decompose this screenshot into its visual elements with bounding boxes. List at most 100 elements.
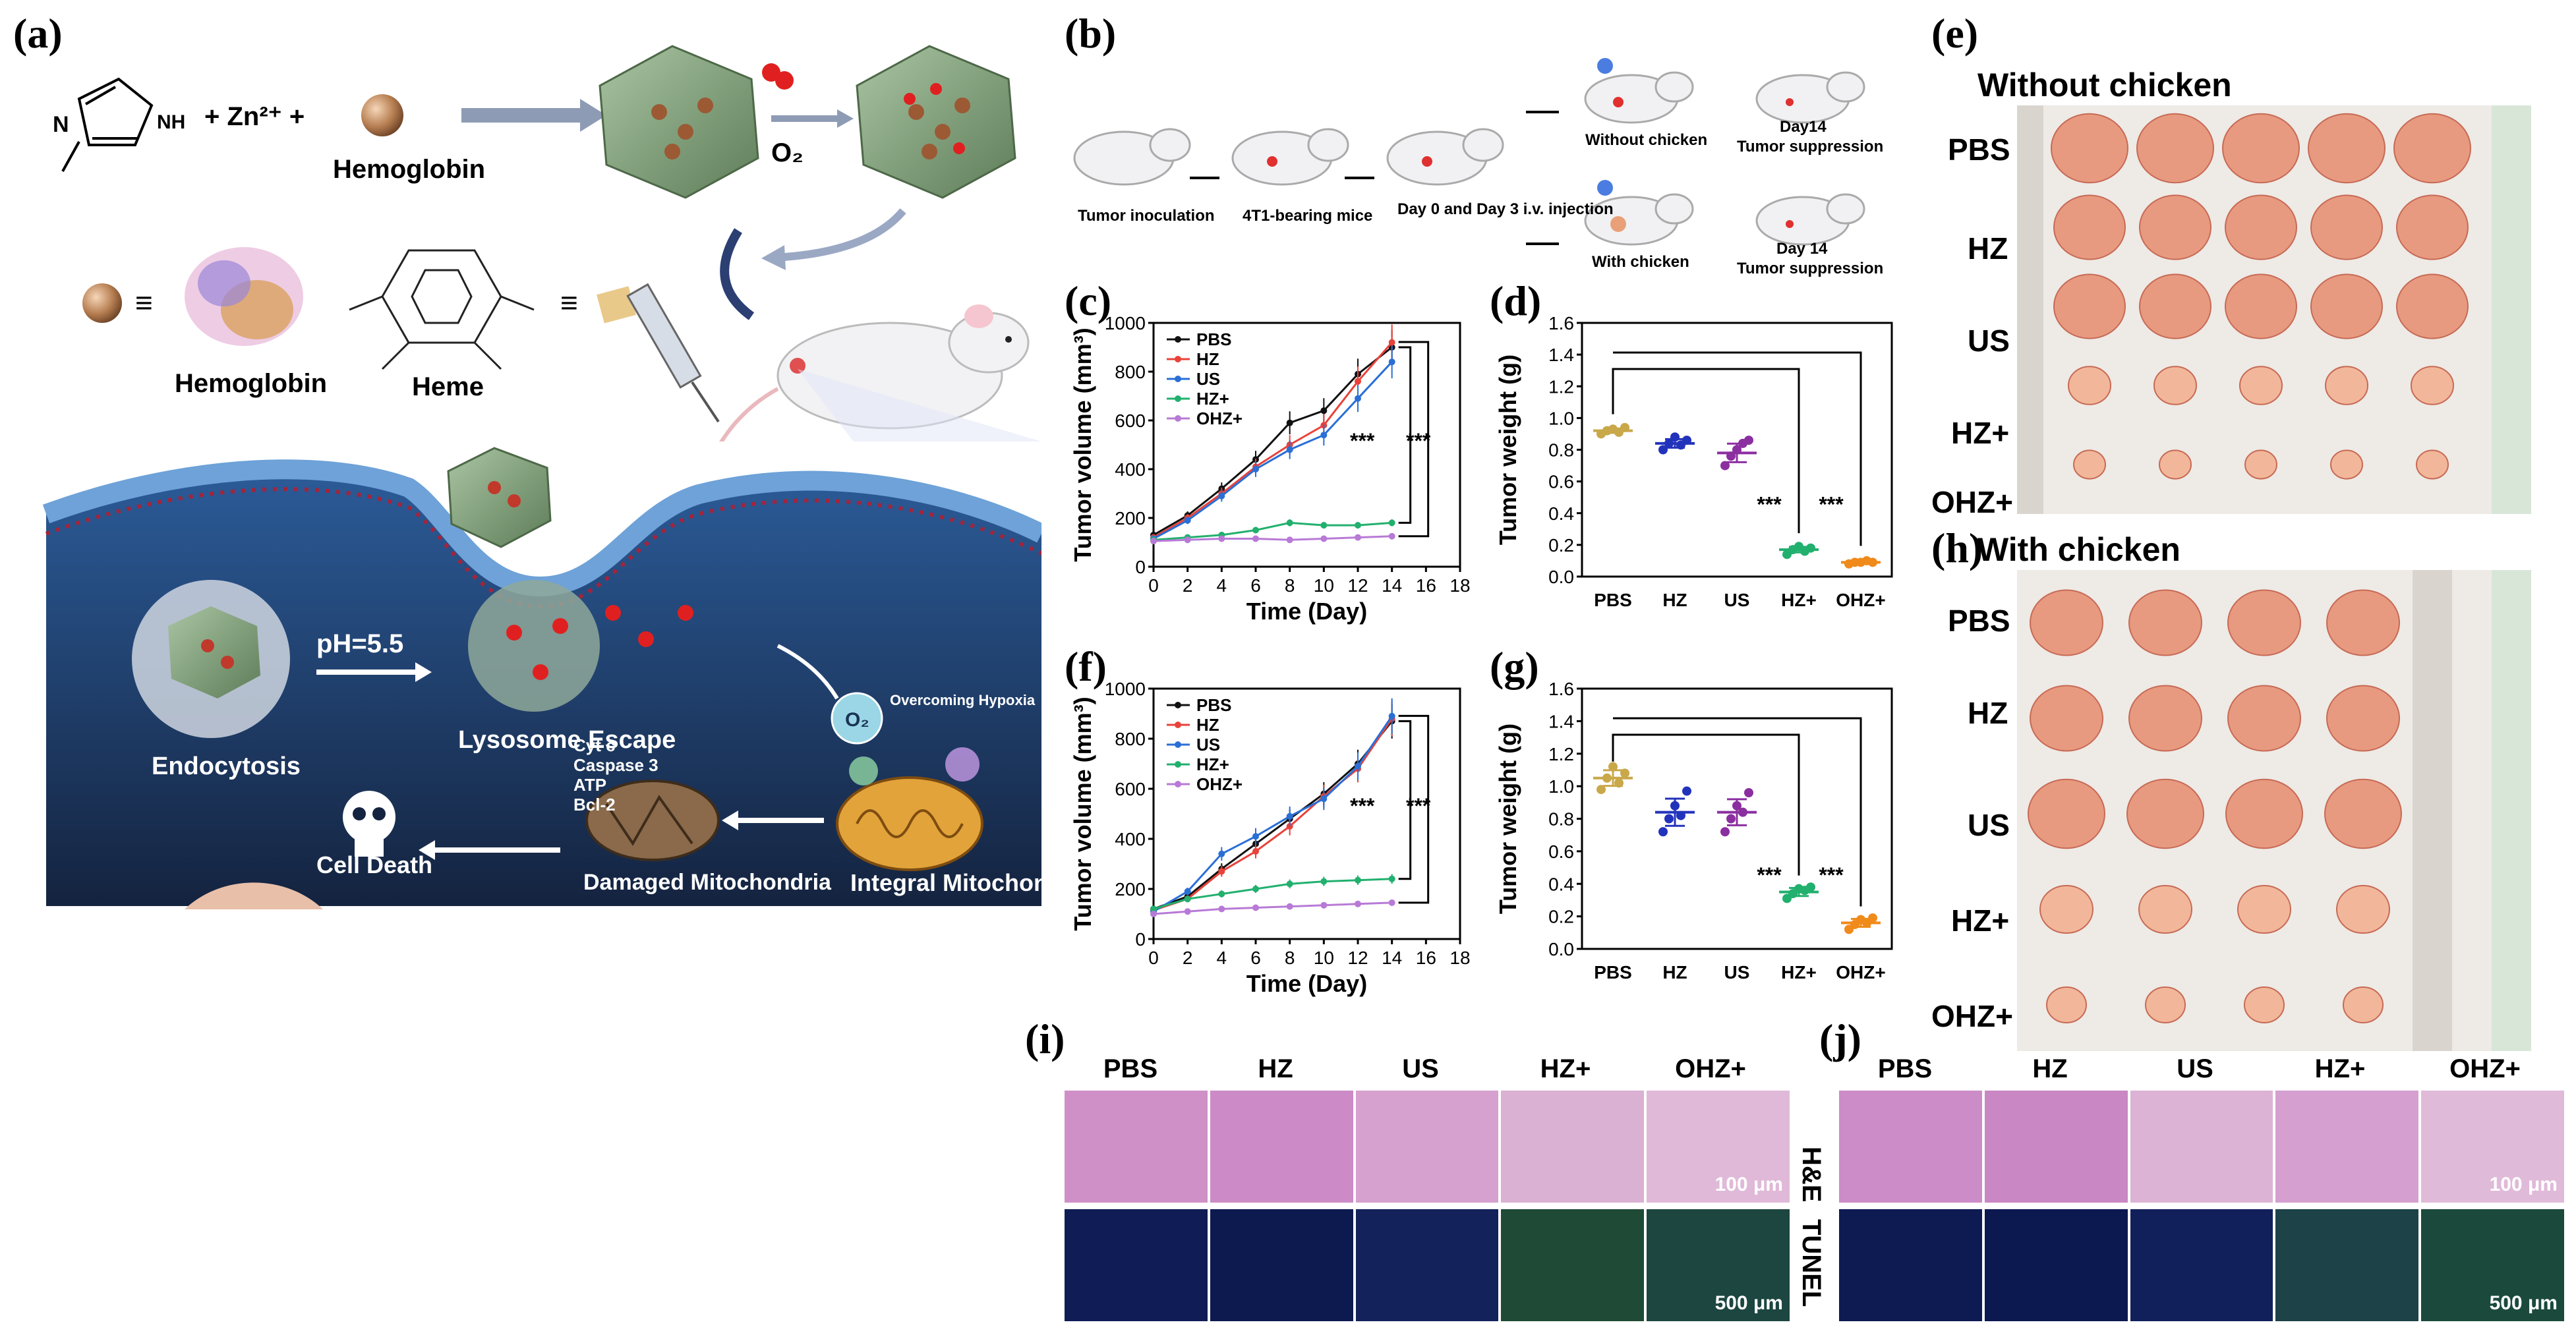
he-image-j-ohzplus: 100 μm [2421, 1091, 2564, 1203]
tumor-specimen [2324, 778, 2402, 849]
data-point-US [1286, 446, 1293, 453]
tumor-specimen [2330, 449, 2363, 480]
y-tick-label: 0.2 [1548, 535, 1574, 556]
lysosome-escape-label: Lysosome Escape [458, 726, 676, 754]
y-tick-label: 200 [1115, 508, 1146, 528]
significance-bracket-1 [1398, 720, 1412, 880]
data-point-US [1320, 432, 1328, 439]
he-scale-i: 100 μm [1714, 1174, 1783, 1195]
significance-label-1: *** [1757, 863, 1782, 887]
y-tick-label: 1.2 [1548, 376, 1574, 397]
o2-label: O₂ [771, 138, 804, 167]
x-tick-label: 2 [1183, 948, 1193, 968]
without-chicken-label: Without chicken [1585, 131, 1707, 149]
data-point-OHZ+ [1320, 535, 1328, 542]
series-line-HZ+ [1153, 521, 1392, 541]
x-tick-label: 6 [1250, 575, 1261, 596]
tumor-bearing-label: 4T1-bearing mice [1243, 207, 1372, 225]
y-tick-label: 1.0 [1548, 408, 1574, 428]
series-line-OHZ+ [1153, 535, 1392, 542]
tumor-specimen [2139, 194, 2211, 260]
tunel-image-j-us [2130, 1209, 2273, 1321]
significance-bracket-1 [1398, 346, 1412, 524]
series-line-PBS [1153, 346, 1393, 536]
tumor-specimen [2128, 685, 2202, 752]
y-tick-label: 200 [1115, 879, 1146, 899]
tumor-specimen [2051, 113, 2128, 184]
tumor-inoculation-label: Tumor inoculation [1078, 207, 1215, 225]
tumor-specimen [2053, 273, 2126, 339]
tumor-specimen [2138, 885, 2192, 934]
data-point-US [1738, 807, 1747, 817]
tumor-specimen [2153, 366, 2197, 405]
data-point-US [1252, 833, 1259, 840]
nanoparticle-entering-icon [447, 447, 552, 548]
data-point-OHZ+ [1868, 557, 1877, 567]
data-point-PBS [1602, 773, 1612, 783]
data-point-HZ [1670, 432, 1680, 442]
x-category-label: US [1724, 962, 1750, 983]
panel-label-c: (c) [1065, 277, 1112, 324]
x-tick-label: 4 [1217, 575, 1227, 596]
panel-label-d: (d) [1490, 277, 1542, 324]
cell-death-label: Cell Death [316, 851, 432, 878]
data-point-HZ+ [1388, 875, 1395, 882]
he-image-j-pbs [1839, 1091, 1982, 1203]
he-image-j-us [2130, 1091, 2273, 1203]
row-label-h-ohzplus: OHZ+ [1931, 999, 2013, 1033]
tumor-specimen [2393, 113, 2471, 184]
series-line-US [1153, 361, 1393, 540]
y-tick-label: 0.0 [1548, 567, 1574, 587]
data-point-US [1286, 812, 1293, 820]
tumor-specimen [2227, 685, 2301, 752]
tunel-image-i-pbs [1065, 1209, 1208, 1321]
crystal-hz-icon [599, 45, 759, 199]
tunel-scale-j: 500 μm [2489, 1292, 2558, 1314]
legend-marker-PBS [1175, 336, 1181, 343]
tunel-image-j-hzplus [2275, 1209, 2419, 1321]
tunel-row-j: 500 μm [1839, 1209, 2564, 1321]
caspase-label: Caspase 3 [573, 755, 659, 775]
legend-marker-HZ+ [1175, 395, 1181, 402]
data-point-HZ [1252, 848, 1259, 855]
data-point-HZ+ [1252, 527, 1259, 534]
he-image-i-ohzplus: 100 μm [1647, 1091, 1790, 1203]
hemoglobin-bead-icon-2 [82, 283, 122, 323]
data-point-HZ [1664, 438, 1674, 448]
he-image-i-hz [1210, 1091, 1353, 1203]
significance-label-1: *** [1350, 794, 1375, 818]
significance-label-2: *** [1406, 794, 1431, 818]
legend-label-US: US [1196, 369, 1220, 389]
data-point-HZ+ [1286, 519, 1293, 527]
tumor-weight-chart-g: 0.0 0.2 0.4 0.6 0.8 1.0 1.2 1.4 1.6 Tumor weight … [1494, 679, 1893, 983]
data-point-OHZ+ [1218, 535, 1225, 542]
y-tick-label: 0.8 [1548, 809, 1574, 830]
tumor-specimen [2237, 885, 2291, 934]
treatment-timeline: Tumor inoculation 4T1-bearing mice Day 0… [1073, 58, 1883, 277]
hist-j-head-hz: HZ [2032, 1054, 2068, 1083]
panel-label-a: (a) [13, 10, 63, 57]
tumor-specimen [2225, 778, 2303, 849]
significance-bracket-2 [1398, 341, 1430, 538]
data-point-OHZ+ [1150, 538, 1157, 545]
injection-label: Day 0 and Day 3 i.v. injection [1397, 200, 1614, 218]
data-point-HZ+ [1320, 522, 1328, 529]
data-point-US [1184, 517, 1191, 524]
schematic-figure: N NH + Zn²⁺ + Hemoglobin O₂ ≡ Hemoglobin… [42, 45, 1041, 909]
tumor-specimen [2225, 194, 2297, 260]
tumor-specimen [2325, 366, 2368, 405]
tumor-specimen [2310, 194, 2383, 260]
panel-label-g: (g) [1490, 643, 1539, 690]
legend-marker-HZ [1175, 356, 1181, 362]
legend-marker-OHZ+ [1175, 415, 1181, 422]
data-point-OHZ+ [1252, 904, 1259, 911]
bcl2-label: Bcl-2 [573, 795, 616, 814]
legend-marker-US [1175, 376, 1181, 382]
x-tick-label: 18 [1449, 948, 1470, 968]
hist-j-head-ohzplus: OHZ+ [2449, 1054, 2521, 1083]
tunel-image-j-pbs [1839, 1209, 1982, 1321]
plot-frame [1152, 687, 1461, 940]
tumor-specimen [2310, 273, 2383, 339]
data-point-US [1355, 762, 1361, 770]
legend-label-HZ: HZ [1196, 715, 1219, 735]
